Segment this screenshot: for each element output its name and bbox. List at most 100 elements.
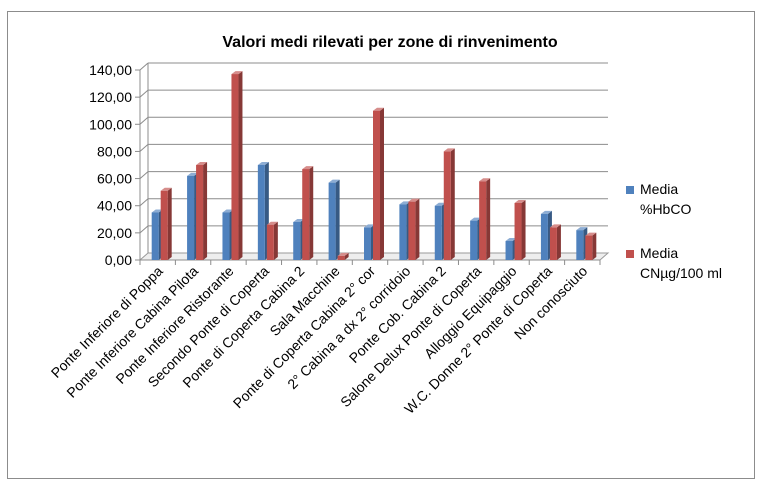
bar-front bbox=[337, 255, 345, 260]
bar bbox=[328, 179, 340, 260]
bar-top bbox=[434, 202, 446, 206]
bar-front bbox=[257, 165, 265, 260]
bar bbox=[337, 252, 349, 260]
gridline-depth bbox=[139, 198, 149, 207]
bar-side bbox=[344, 252, 349, 260]
bar-top bbox=[222, 209, 234, 213]
bar-side bbox=[521, 200, 526, 260]
legend-label: Media bbox=[640, 181, 678, 197]
bar-front bbox=[399, 204, 407, 260]
gridline-depth bbox=[139, 89, 149, 98]
bar-top bbox=[514, 200, 526, 203]
bar-front bbox=[151, 212, 159, 260]
bar-side bbox=[380, 107, 384, 260]
y-tick-label: 0,00 bbox=[105, 252, 132, 268]
bar-top bbox=[257, 162, 269, 165]
bar-top bbox=[479, 178, 491, 182]
bar-side bbox=[556, 224, 561, 260]
bar-front bbox=[364, 227, 371, 260]
bar-side bbox=[335, 179, 340, 260]
bar-top bbox=[399, 201, 411, 205]
bar-top bbox=[337, 252, 349, 256]
bar-front bbox=[408, 201, 416, 260]
y-tick-label: 40,00 bbox=[97, 198, 132, 214]
bar bbox=[443, 148, 455, 260]
bar-side bbox=[273, 221, 278, 260]
gridline-depth bbox=[139, 144, 149, 152]
bar-front bbox=[302, 169, 310, 260]
bar-front bbox=[293, 222, 301, 260]
y-tick-label: 100,00 bbox=[89, 116, 132, 132]
bar-top bbox=[196, 162, 208, 165]
bar-top bbox=[302, 166, 314, 170]
bar bbox=[231, 71, 243, 260]
bar-top bbox=[576, 227, 588, 231]
bar bbox=[549, 224, 561, 260]
bar-side bbox=[592, 232, 597, 260]
bar bbox=[160, 187, 172, 260]
legend-label: CNµg/100 ml bbox=[640, 265, 722, 281]
bar-top bbox=[364, 224, 375, 228]
bar-front bbox=[266, 224, 274, 260]
gridline-depth bbox=[139, 62, 149, 71]
bar bbox=[266, 221, 278, 260]
bar-top bbox=[540, 210, 552, 214]
bar bbox=[373, 107, 384, 260]
legend-swatch bbox=[626, 250, 634, 258]
bar bbox=[408, 198, 420, 260]
y-tick-label: 80,00 bbox=[97, 143, 132, 159]
bar-front bbox=[443, 151, 451, 260]
bar-front bbox=[470, 220, 478, 260]
bar-side bbox=[486, 178, 491, 260]
bar-front bbox=[514, 203, 522, 260]
bar-top bbox=[373, 107, 384, 111]
bar-front bbox=[576, 230, 584, 260]
legend-label: %HbCO bbox=[640, 201, 691, 217]
bar-top bbox=[585, 232, 597, 236]
y-tick-label: 140,00 bbox=[89, 62, 132, 78]
bar-front bbox=[160, 190, 168, 260]
gridline-depth bbox=[139, 116, 149, 125]
bar-top bbox=[293, 219, 305, 222]
bar-front bbox=[434, 205, 442, 260]
bar-front bbox=[549, 227, 557, 260]
bar-front bbox=[328, 182, 336, 260]
legend-label: Media bbox=[640, 245, 678, 261]
bar-side bbox=[167, 187, 172, 260]
bar-front bbox=[231, 74, 239, 260]
bar-top bbox=[231, 71, 243, 75]
y-tick-label: 60,00 bbox=[97, 171, 132, 187]
bar-front bbox=[222, 212, 230, 260]
bar-top bbox=[160, 187, 172, 191]
y-tick-label: 20,00 bbox=[97, 225, 132, 241]
chart-title: Valori medi rilevati per zone di rinveni… bbox=[222, 34, 557, 51]
bar-top bbox=[151, 209, 163, 213]
legend: Media %HbCO Media CNµg/100 ml bbox=[626, 181, 722, 281]
bar-top bbox=[470, 217, 482, 221]
bar-top bbox=[266, 221, 278, 225]
y-tick-label: 120,00 bbox=[89, 89, 132, 105]
bar-front bbox=[505, 241, 513, 260]
bar-side bbox=[309, 166, 314, 260]
bar-front bbox=[196, 165, 204, 260]
bar bbox=[479, 178, 491, 260]
legend-swatch bbox=[626, 186, 634, 194]
bar-top bbox=[328, 179, 340, 183]
bar-top bbox=[408, 198, 420, 202]
gridline-depth bbox=[139, 171, 149, 179]
bar bbox=[585, 232, 597, 260]
bar-front bbox=[479, 181, 487, 260]
bar bbox=[514, 200, 526, 260]
bar-top bbox=[187, 172, 199, 176]
bar-top bbox=[443, 148, 455, 152]
bar-front bbox=[540, 213, 548, 260]
bar-front bbox=[187, 175, 195, 260]
bar-side bbox=[203, 162, 208, 260]
bar bbox=[196, 162, 208, 260]
bar bbox=[302, 166, 314, 260]
bar-side bbox=[415, 198, 420, 260]
bar-side bbox=[238, 71, 243, 260]
gridline-depth bbox=[139, 225, 149, 234]
bar-front bbox=[373, 110, 380, 260]
